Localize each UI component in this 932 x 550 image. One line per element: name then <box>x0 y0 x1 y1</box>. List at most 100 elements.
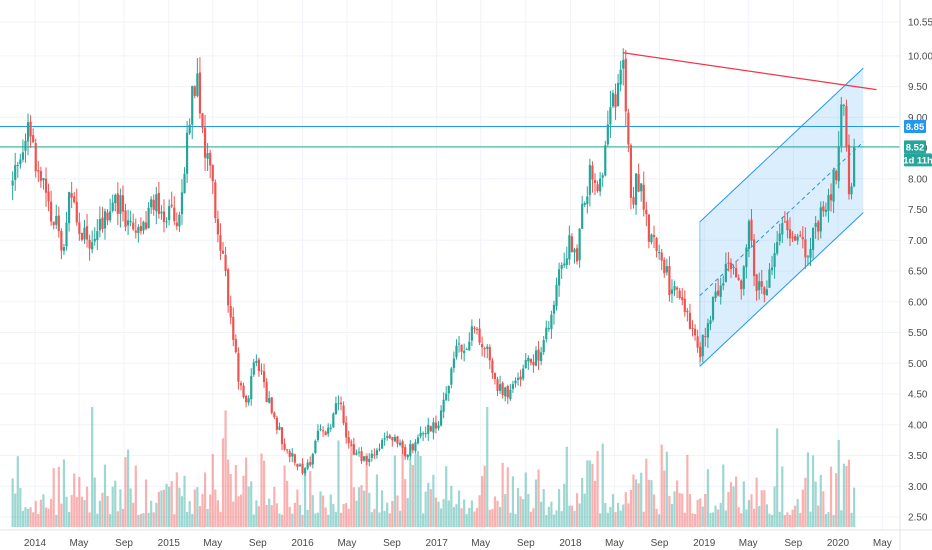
volume-bar <box>360 485 363 527</box>
candle-body <box>570 236 574 252</box>
candle-body <box>55 216 58 225</box>
candle-body <box>250 375 253 400</box>
volume-bar <box>422 513 425 527</box>
volume-bar <box>83 499 86 527</box>
candle-body <box>473 327 476 329</box>
candle-body <box>191 85 194 125</box>
candle-body <box>252 362 255 375</box>
candle-body <box>686 310 689 313</box>
candle-body <box>73 196 76 203</box>
candle-body <box>85 226 89 240</box>
candle-body <box>129 221 132 223</box>
candle-body <box>152 199 155 210</box>
candle-body <box>247 398 250 403</box>
candle-body <box>699 346 702 357</box>
volume-bar <box>701 506 704 527</box>
candle-body <box>245 395 248 403</box>
x-tick-label: May <box>70 538 89 549</box>
volume-bar <box>506 467 509 527</box>
candle-body <box>442 399 445 412</box>
candle-body <box>796 236 799 241</box>
volume-bar <box>719 502 722 527</box>
volume-bar <box>170 481 173 527</box>
y-tick-label: 3.50 <box>908 451 928 462</box>
candle-body <box>493 373 497 379</box>
candle-body <box>342 405 345 424</box>
candle-body <box>88 239 91 249</box>
candle-body <box>601 175 604 178</box>
volume-bar <box>527 494 530 527</box>
volume-bar <box>119 489 122 527</box>
volume-bar <box>588 460 591 527</box>
volume-bar <box>460 508 463 527</box>
volume-bar <box>288 506 291 527</box>
volume-bar <box>121 508 125 527</box>
candle-body <box>468 341 471 351</box>
volume-bar <box>770 514 774 527</box>
candle-body <box>781 223 784 235</box>
x-tick-label: 2018 <box>559 538 582 549</box>
candle-body <box>853 146 856 187</box>
volume-bar <box>763 490 766 527</box>
candle-body <box>29 121 32 137</box>
candle-body <box>578 228 581 261</box>
volume-bar <box>227 459 230 527</box>
candle-body <box>378 448 381 450</box>
candle-body <box>719 285 722 297</box>
volume-bar <box>717 509 720 527</box>
candle-body <box>416 437 420 444</box>
candle-body <box>80 232 84 240</box>
candle-body <box>201 113 204 128</box>
candle-body <box>573 249 576 253</box>
candle-body <box>735 268 738 278</box>
candle-body <box>324 431 327 436</box>
candle-body <box>791 237 794 239</box>
candle-body <box>670 289 674 294</box>
volume-bar <box>280 514 284 527</box>
volume-bar <box>478 495 481 527</box>
candle-body <box>352 444 355 455</box>
candle-body <box>424 433 427 435</box>
candle-body <box>370 453 373 458</box>
volume-bar <box>599 513 602 527</box>
volume-bar <box>601 443 604 527</box>
y-tick-label: 6.00 <box>908 297 928 308</box>
candle-body <box>683 298 686 312</box>
candle-body <box>770 267 774 271</box>
volume-bar <box>16 456 19 527</box>
candle-body <box>681 297 684 301</box>
candle-body <box>701 335 704 357</box>
y-tick-label: 6.50 <box>908 267 928 278</box>
countdown-bg <box>904 153 932 167</box>
candle-body <box>711 296 715 320</box>
volume-bar <box>491 508 494 527</box>
volume-bar <box>819 474 822 527</box>
current-price-label-bg <box>904 140 926 154</box>
candle-body <box>429 426 432 432</box>
volume-bar <box>627 503 630 527</box>
candle-body <box>439 410 443 426</box>
volume-bar <box>334 511 337 527</box>
volume-bar <box>447 500 450 527</box>
volume-bar <box>291 513 294 527</box>
volume-bar <box>545 514 548 527</box>
volume-bar <box>91 407 94 527</box>
volume-bar <box>804 477 807 527</box>
candle-body <box>393 436 397 442</box>
volume-bar <box>781 466 784 527</box>
candle-body <box>60 231 63 251</box>
volume-bar <box>370 512 373 527</box>
candle-body <box>309 462 312 466</box>
volume-bar <box>378 512 381 527</box>
volume-bar <box>278 513 281 527</box>
candle-body <box>432 422 435 433</box>
candle-body <box>219 235 222 251</box>
candle-body <box>817 221 820 232</box>
candle-body <box>321 430 325 432</box>
candle-body <box>116 193 119 214</box>
volume-bar <box>611 494 615 527</box>
candle-body <box>811 227 815 250</box>
volume-bar <box>593 480 597 527</box>
volume-bar <box>514 514 517 527</box>
volume-bar <box>822 491 825 527</box>
